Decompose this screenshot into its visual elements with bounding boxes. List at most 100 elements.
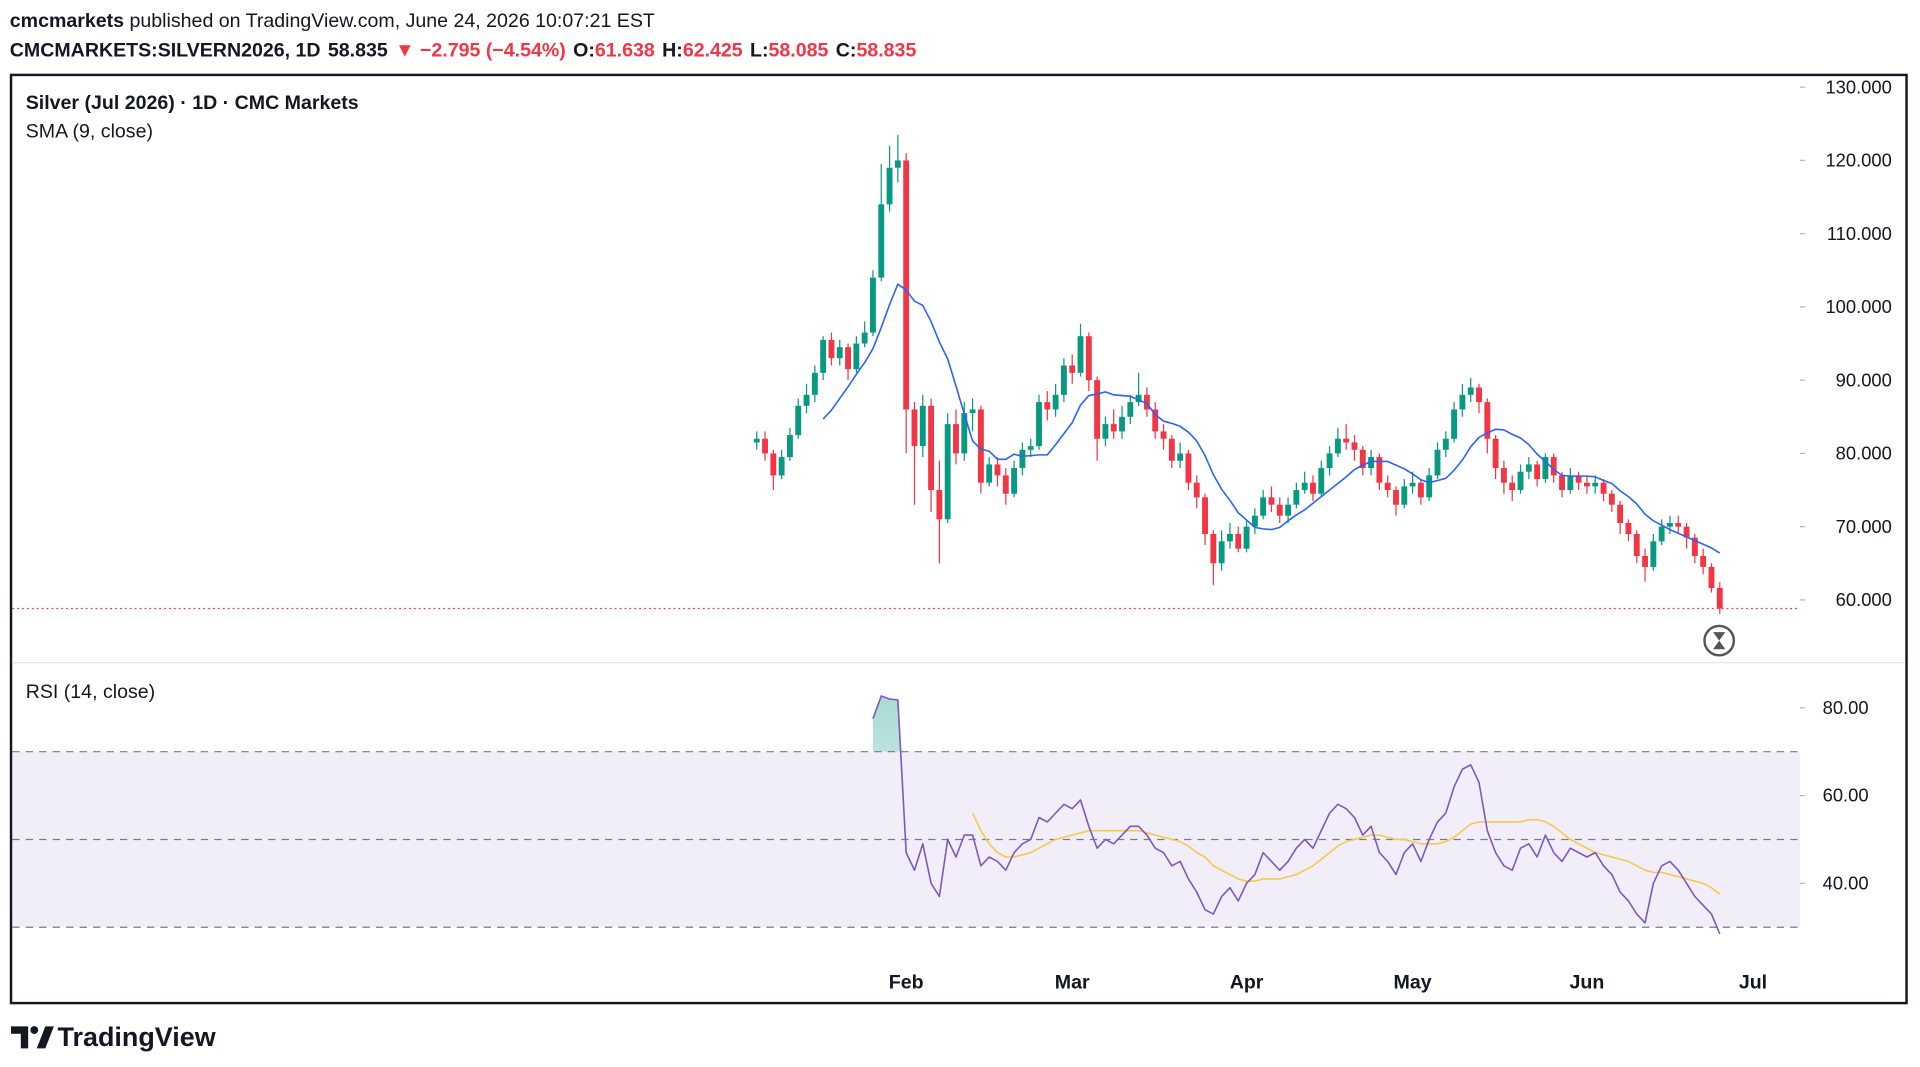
y-tick-label: 60.000 [1836, 589, 1892, 610]
x-tick-label: Feb [889, 971, 924, 993]
candle-body [1119, 416, 1125, 432]
x-tick-label: Jun [1570, 971, 1605, 993]
x-tick-label: Apr [1230, 971, 1264, 993]
candle-body [861, 332, 868, 344]
candle-body [1642, 555, 1648, 567]
candle-body [1600, 482, 1607, 494]
candle-body [1542, 457, 1549, 480]
candle-body [1683, 526, 1690, 538]
y-tick-label: 60.00 [1823, 785, 1869, 806]
candle-body [1202, 497, 1208, 534]
published: published on TradingView.com, June 24, 2… [124, 10, 655, 32]
y-tick-label: 110.000 [1827, 223, 1892, 244]
candle-body [1608, 493, 1615, 505]
candle-body [1409, 482, 1416, 487]
candle-body [1285, 504, 1292, 516]
candle-body [1675, 523, 1682, 527]
candle-body [1667, 523, 1673, 527]
ohlc-label: L: [750, 40, 768, 62]
candle-body [1110, 424, 1117, 432]
candle-body [1210, 533, 1217, 564]
rsi-legend: RSI (14, close) [26, 681, 155, 703]
candle-body [845, 347, 851, 370]
y-tick-label: 80.000 [1836, 443, 1892, 464]
ohlc-label: O: [573, 40, 595, 62]
candle-body [953, 424, 959, 454]
sma-legend: SMA (9, close) [26, 120, 153, 142]
candle-body [1633, 533, 1640, 556]
x-tick-label: Jul [1739, 971, 1767, 993]
candle-body [1218, 541, 1225, 564]
candle-body [1085, 336, 1092, 381]
y-tick-label: 70.000 [1836, 516, 1892, 537]
x-tick-label: Mar [1055, 971, 1090, 993]
candle-body [1484, 402, 1491, 439]
candle-body [1052, 394, 1059, 410]
y-tick-label: 80.00 [1823, 697, 1869, 718]
candle-body [1301, 482, 1308, 491]
candle-body [1492, 438, 1499, 469]
candle-body [961, 413, 968, 454]
candle-body [944, 424, 951, 520]
candle-body [1442, 438, 1449, 450]
candle-body [787, 435, 793, 458]
candle-body [1617, 504, 1624, 524]
symbol: CMCMARKETS:SILVERN2026, 1D [10, 40, 321, 62]
indicator-line [822, 283, 1721, 554]
brand-logo: TradingView [11, 1022, 216, 1052]
candle-body [1310, 482, 1316, 494]
ohlc-label: C: [836, 40, 857, 62]
candle-body [1143, 394, 1150, 410]
candle-body [894, 160, 901, 168]
hourglass [1713, 632, 1726, 650]
candle-body [1343, 438, 1350, 443]
y-tick-label: 120.000 [1825, 150, 1891, 171]
candle-body [1135, 394, 1142, 403]
candle-body [1525, 464, 1532, 472]
price-pane: 60.000 70.000 80.000 90.000 100.000 110.000 12… [12, 76, 1892, 614]
candle-body [1351, 442, 1358, 450]
candle-body [1575, 475, 1582, 483]
candle-body [969, 409, 976, 414]
candle-body [977, 409, 984, 483]
candle-body [1044, 402, 1051, 410]
symbol-line: CMCMARKETS:SILVERN2026, 1D 58.835 ▼ −2.795… [10, 40, 917, 62]
candle-body [1393, 490, 1399, 505]
candle-body [1426, 475, 1433, 498]
candle-body [994, 464, 1001, 476]
candle-body [919, 405, 926, 447]
y-tick-label: 130.000 [1825, 76, 1891, 97]
candle-body [1060, 365, 1067, 395]
candle-body [1268, 497, 1275, 505]
candle-body [1094, 380, 1101, 439]
y-tick-label: 90.000 [1836, 369, 1892, 390]
candle-body [1334, 438, 1341, 454]
candle-body [836, 347, 843, 359]
candle-body [1260, 497, 1267, 516]
candle-body [1177, 453, 1184, 461]
candle-body [928, 405, 935, 491]
candle-body [1650, 541, 1657, 567]
candle-body [1359, 449, 1366, 469]
candle-body [803, 394, 810, 406]
publish-line: cmcmarkets published on TradingView.com,… [10, 10, 655, 32]
candle-body [753, 438, 760, 443]
ohlc-value: 58.085 [769, 40, 829, 62]
candle-body [1227, 533, 1233, 542]
candle-body [795, 405, 802, 436]
candle-body [1160, 431, 1167, 439]
candle-body [1127, 402, 1134, 417]
candle-body [1716, 587, 1723, 609]
candle-body [1559, 475, 1565, 491]
candle-body [1185, 453, 1192, 483]
candle-body [1451, 409, 1458, 439]
candle-body [1584, 482, 1590, 487]
candle-body [1243, 526, 1250, 549]
candle-body [1168, 438, 1175, 461]
candle-body [1534, 464, 1541, 480]
brand-name: TradingView [58, 1022, 216, 1052]
candle-body [1401, 486, 1408, 505]
candle-body [1700, 555, 1707, 567]
